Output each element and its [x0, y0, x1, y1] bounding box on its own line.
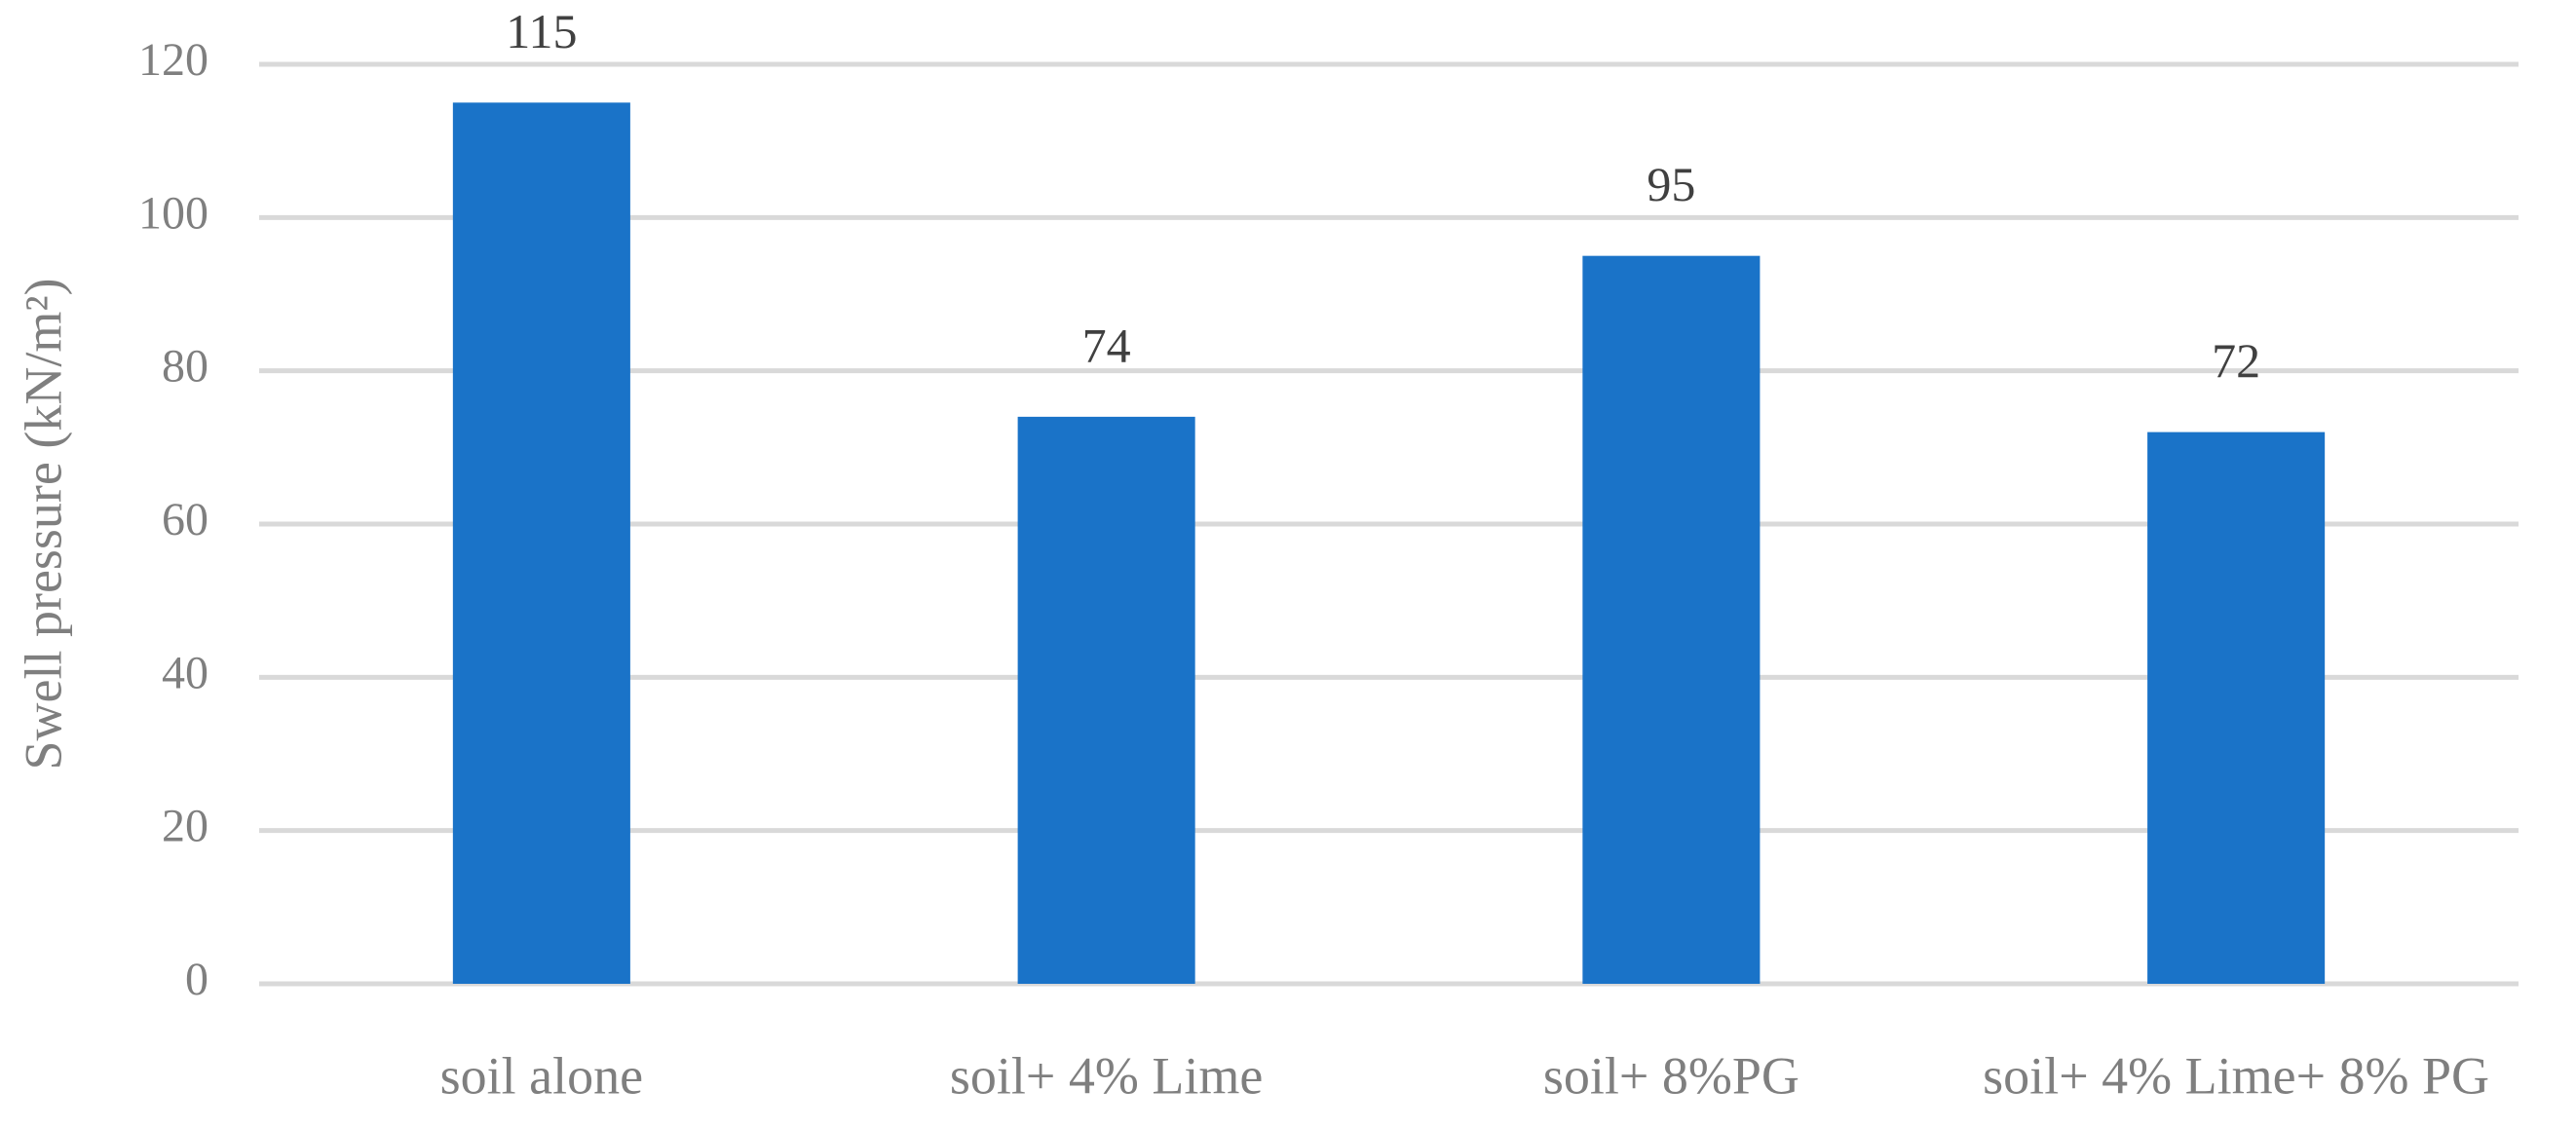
value-label: 72	[2212, 333, 2260, 388]
bar	[1017, 416, 1195, 984]
y-tick-label: 80	[162, 341, 208, 393]
x-tick-label: soil+ 4% Lime+ 8% PG	[1983, 1046, 2489, 1105]
x-tick-label: soil alone	[440, 1046, 643, 1105]
x-tick-label: soil+ 4% Lime	[950, 1046, 1263, 1105]
value-label: 115	[506, 4, 577, 58]
bar	[1582, 255, 1761, 985]
y-tick-label: 100	[138, 187, 208, 239]
value-label: 74	[1082, 318, 1131, 372]
value-label: 95	[1647, 157, 1695, 211]
bar	[452, 102, 630, 985]
y-tick-label: 20	[162, 801, 208, 852]
y-axis-label: Swell pressure (kN/m²)	[14, 278, 72, 770]
y-tick-label: 120	[138, 34, 208, 86]
y-tick-label: 60	[162, 494, 208, 545]
x-tick-label: soil+ 8%PG	[1543, 1046, 1799, 1105]
y-tick-label: 40	[162, 647, 208, 698]
bar	[2147, 432, 2326, 985]
y-tick-label: 0	[185, 954, 208, 1005]
